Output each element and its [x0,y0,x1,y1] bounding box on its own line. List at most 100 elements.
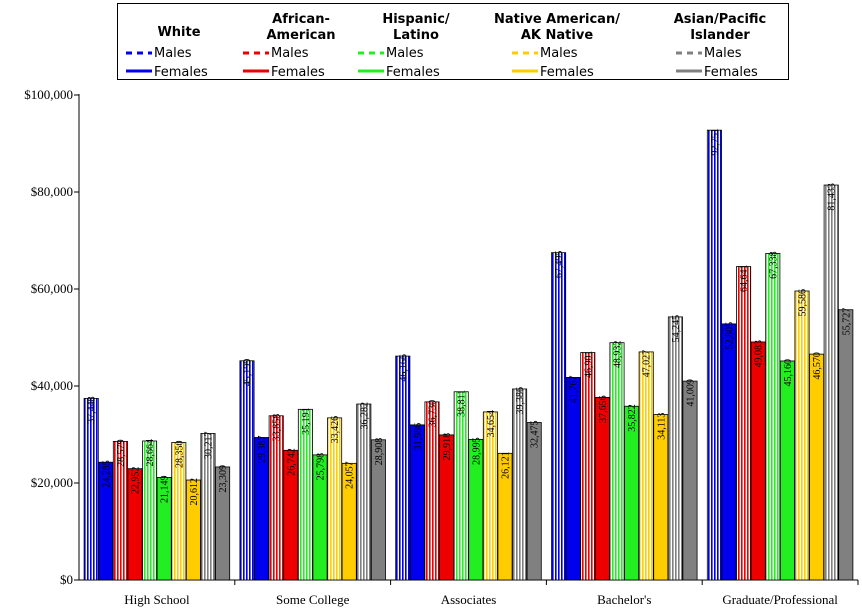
bar-females [721,323,737,581]
y-tick-label: $0 [60,572,73,587]
data-label: 45,199 [243,359,254,387]
legend-label-males: Males [704,46,742,61]
data-label: 36,282 [359,402,370,430]
x-tick-label: High School [124,592,190,607]
bar-females [565,377,581,581]
legend-label-males: Males [271,46,309,61]
bar-males [239,360,255,581]
legend-title: Hispanic/ [382,12,450,27]
data-label: 81,433 [827,183,838,211]
data-label: 46,570 [812,352,823,380]
legend-label-females: Females [386,65,440,80]
data-label: 25,798 [316,453,327,481]
data-label: 24,285 [101,460,112,488]
bar-males [667,316,683,581]
data-label: 49,083 [754,340,765,368]
data-label: 22,952 [131,467,142,495]
legend-title: American [266,28,335,43]
data-label: 38,811 [457,390,468,417]
data-label: 59,586 [798,289,809,317]
bar-females [779,360,795,581]
bar-females [838,309,854,581]
legend-label-females: Females [540,65,594,80]
data-label: 46,166 [398,354,409,382]
legend-title: Islander [690,28,750,43]
data-label: 37,656 [598,395,609,423]
data-label: 29,387 [257,435,268,463]
data-label: 45,160 [783,359,794,387]
bar-males [638,351,654,581]
data-label: 55,727 [841,308,852,336]
y-tick-label: $80,000 [31,184,73,199]
data-label: 41,009 [686,379,697,407]
legend-title: Native American/ [494,12,620,27]
bar-males [794,290,810,581]
bar-females [594,396,610,581]
y-tick-label: $40,000 [31,378,73,393]
legend-title: White [157,25,200,40]
data-label: 41,767 [569,375,580,403]
bar-males [424,401,440,581]
data-label: 54,245 [671,315,682,343]
legend-title: AK Native [521,28,593,43]
bar-males [200,433,216,581]
legend-label-females: Females [271,65,325,80]
bar-males [395,355,411,581]
x-tick-label: Graduate/Professional [722,592,838,607]
y-tick-label: $20,000 [31,475,73,490]
data-label: 23,309 [218,465,229,493]
bar-males [823,184,839,581]
y-tick-label: $60,000 [31,281,73,296]
bar-males [453,391,469,581]
data-label: 28,995 [471,437,482,465]
bar-males [551,252,567,581]
legend-label-males: Males [386,46,424,61]
legend-label-females: Females [154,65,208,80]
legend-label-males: Males [154,46,192,61]
bars [83,129,854,581]
data-label: 67,338 [768,251,779,279]
data-label: 37,448 [87,396,98,424]
legend-title: Latino [393,28,439,43]
bar-males [171,442,187,581]
bar-males [512,388,528,581]
data-label: 47,027 [642,350,653,378]
data-label: 26,742 [286,448,297,476]
data-label: 32,475 [530,420,541,448]
bar-males [609,342,625,581]
x-tick-label: Bachelor's [597,592,651,607]
data-label: 33,858 [272,414,283,442]
data-label: 24,057 [345,461,356,489]
data-label: 29,918 [442,433,453,461]
bar-females [682,380,698,581]
legend: White Males Females African-American Males Fe… [117,3,789,80]
x-tick-label: Associates [441,592,497,607]
data-label: 64,641 [739,264,750,292]
data-label: 28,908 [374,438,385,466]
data-label: 34,654 [486,410,497,438]
data-label: 20,612 [189,478,200,506]
bar-females [526,422,542,581]
data-label: 92,751 [710,128,721,156]
data-label: 34,113 [656,413,667,440]
data-label: 36,730 [428,400,439,428]
bar-males [142,440,158,581]
bar-females [750,341,766,581]
data-label: 39,386 [515,387,526,415]
bar-females [809,353,825,581]
data-label: 48,932 [613,341,624,369]
bar-females [215,466,231,581]
data-label: 35,822 [627,404,638,432]
legend-title: Asian/Pacific [674,12,767,27]
data-label: 28,350 [174,441,185,469]
bar-males [580,352,596,581]
data-label: 26,121 [501,451,512,479]
bar-males [736,266,752,581]
x-tick-label: Some College [276,592,350,607]
data-label: 46,901 [583,351,594,379]
bar-males [765,253,781,581]
legend-label-males: Males [540,46,578,61]
data-label: 31,986 [413,423,424,451]
